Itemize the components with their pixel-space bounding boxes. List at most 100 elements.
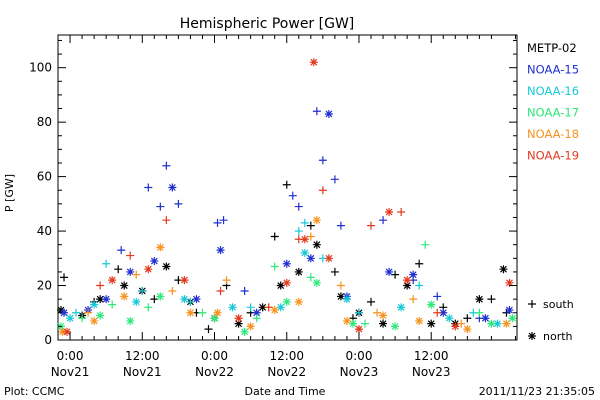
data-point-north — [354, 325, 363, 334]
data-point-north — [445, 314, 454, 323]
data-point-north — [427, 300, 436, 309]
data-point-south — [306, 232, 315, 241]
data-point-north — [385, 267, 394, 276]
data-point-north — [96, 295, 105, 304]
chart-title: Hemispheric Power [GW] — [180, 16, 355, 32]
data-point-south — [379, 216, 388, 225]
data-point-north — [234, 319, 243, 328]
data-point-south — [300, 218, 309, 227]
x-tick-sublabel: Nov23 — [412, 365, 451, 379]
data-point-north — [132, 297, 141, 306]
series-noaa-17 — [57, 240, 517, 336]
legend-entry: NOAA-15 — [527, 63, 579, 77]
data-point-north — [210, 314, 219, 323]
marker-legend-symbol-north — [528, 332, 536, 340]
data-point-north — [505, 306, 514, 315]
data-point-north — [306, 254, 315, 263]
data-point-north — [505, 278, 514, 287]
data-point-north — [481, 314, 490, 323]
data-point-south — [336, 221, 345, 230]
data-point-south — [144, 183, 153, 192]
y-tick-label: 60 — [37, 170, 52, 184]
data-point-north — [427, 319, 436, 328]
data-point-north — [403, 281, 412, 290]
data-point-north — [63, 327, 72, 336]
data-point-north — [126, 267, 135, 276]
data-point-south — [312, 107, 321, 116]
data-point-south — [204, 325, 213, 334]
data-point-north — [144, 265, 153, 274]
data-point-north — [487, 319, 496, 328]
data-point-south — [96, 281, 105, 290]
series-noaa-16 — [66, 218, 502, 328]
data-point-south — [391, 270, 400, 279]
data-point-north — [439, 308, 448, 317]
data-point-north — [379, 311, 388, 320]
plot-area — [57, 34, 518, 341]
footer-timestamp: 2011/11/23 21:35:05 — [479, 385, 595, 398]
data-point-south — [216, 286, 225, 295]
data-point-south — [270, 232, 279, 241]
data-point-south — [114, 265, 123, 274]
data-point-south — [138, 286, 147, 295]
data-point-north — [216, 246, 225, 255]
data-point-north — [108, 276, 117, 285]
data-point-north — [409, 270, 418, 279]
x-tick-label: 0:00 — [346, 349, 373, 363]
data-point-north — [276, 281, 285, 290]
data-point-north — [415, 316, 424, 325]
data-point-south — [213, 218, 222, 227]
data-point-south — [222, 276, 231, 285]
marker-legend-label: south — [543, 298, 574, 311]
data-point-north — [300, 248, 309, 257]
y-axis-label: P [GW] — [3, 174, 16, 212]
data-point-north — [120, 292, 129, 301]
data-point-south — [475, 308, 484, 317]
data-point-south — [318, 186, 327, 195]
data-point-north — [66, 314, 75, 323]
data-point-north — [342, 295, 351, 304]
data-point-north — [258, 303, 267, 312]
data-point-north — [294, 267, 303, 276]
x-tick-sublabel: Nov22 — [267, 365, 306, 379]
footer-source: Plot: CCMC — [4, 385, 65, 398]
data-point-north — [90, 300, 99, 309]
data-point-south — [186, 297, 195, 306]
data-point-north — [324, 109, 333, 118]
data-point-south — [270, 262, 279, 271]
x-axis-label: Date and Time — [245, 385, 326, 398]
data-point-north — [90, 316, 99, 325]
data-point-south — [126, 251, 135, 260]
data-point-north — [180, 295, 189, 304]
data-point-north — [213, 308, 222, 317]
data-point-south — [487, 295, 496, 304]
x-axis: 0:00 Nov21 12:00 Nov21 0:00 Nov22 12:00 Nov22 0:… — [51, 35, 516, 379]
data-point-south — [433, 308, 442, 317]
data-point-south — [282, 180, 291, 189]
y-tick-label: 0 — [44, 333, 52, 347]
data-point-south — [162, 161, 171, 170]
data-point-north — [493, 319, 502, 328]
data-point-south — [84, 308, 93, 317]
data-point-north — [403, 276, 412, 285]
x-tick-sublabel: Nov21 — [123, 365, 162, 379]
data-point-south — [294, 227, 303, 236]
x-tick-sublabel: Nov21 — [51, 365, 90, 379]
data-point-north — [300, 235, 309, 244]
data-point-south — [336, 281, 345, 290]
data-point-north — [282, 259, 291, 268]
data-point-north — [451, 322, 460, 331]
data-point-south — [162, 216, 171, 225]
data-point-north — [312, 240, 321, 249]
data-point-north — [162, 262, 171, 271]
data-point-north — [192, 295, 201, 304]
data-point-north — [391, 322, 400, 331]
data-point-south — [306, 221, 315, 230]
data-point-south — [397, 208, 406, 217]
data-point-north — [156, 243, 165, 252]
data-point-south — [373, 308, 382, 317]
data-point-north — [312, 216, 321, 225]
data-point-north — [336, 292, 345, 301]
data-point-south — [144, 303, 153, 312]
